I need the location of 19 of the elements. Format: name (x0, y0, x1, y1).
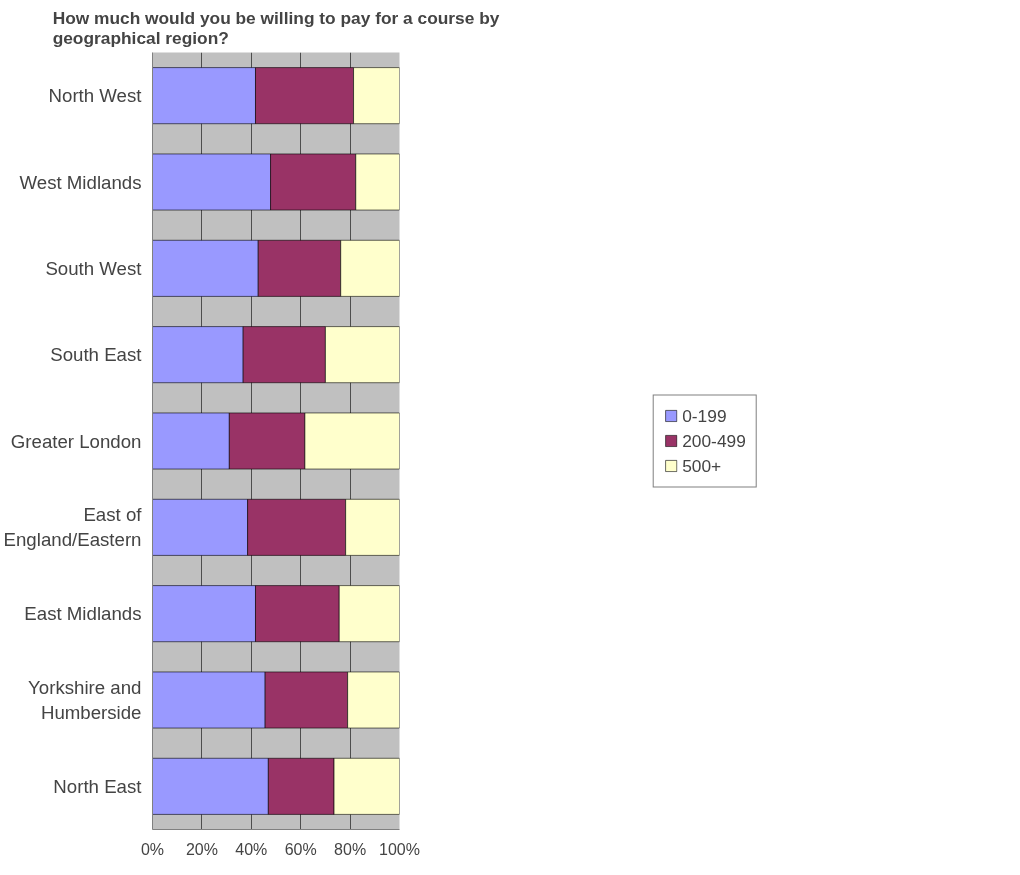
x-tick-label: 0% (140, 840, 165, 858)
y-tick-label: Yorkshire and Humberside (28, 676, 142, 724)
y-tick-label: South East (50, 344, 143, 366)
x-tick-label: 80% (334, 840, 367, 858)
y-tick-label: East of England/Eastern (3, 504, 143, 551)
x-tick-label: 40% (235, 840, 268, 858)
y-tick-label: North West (48, 85, 143, 107)
legend-label: 200-499 (682, 430, 746, 451)
chart-title: How much would you be willing to pay for a course by geographical region? (52, 7, 500, 48)
y-tick-label: East Midlands (24, 603, 142, 625)
legend-label: 500+ (682, 455, 722, 476)
x-tick-label: 20% (185, 840, 218, 858)
legend-label: 0-199 (682, 405, 727, 426)
y-tick-label: West Midlands (19, 171, 142, 193)
x-tick-label: 60% (284, 840, 317, 858)
y-tick-label: Greater London (10, 430, 142, 452)
y-tick-label: North East (53, 775, 143, 797)
x-tick-label: 100% (379, 840, 420, 858)
y-tick-label: South West (45, 257, 143, 279)
